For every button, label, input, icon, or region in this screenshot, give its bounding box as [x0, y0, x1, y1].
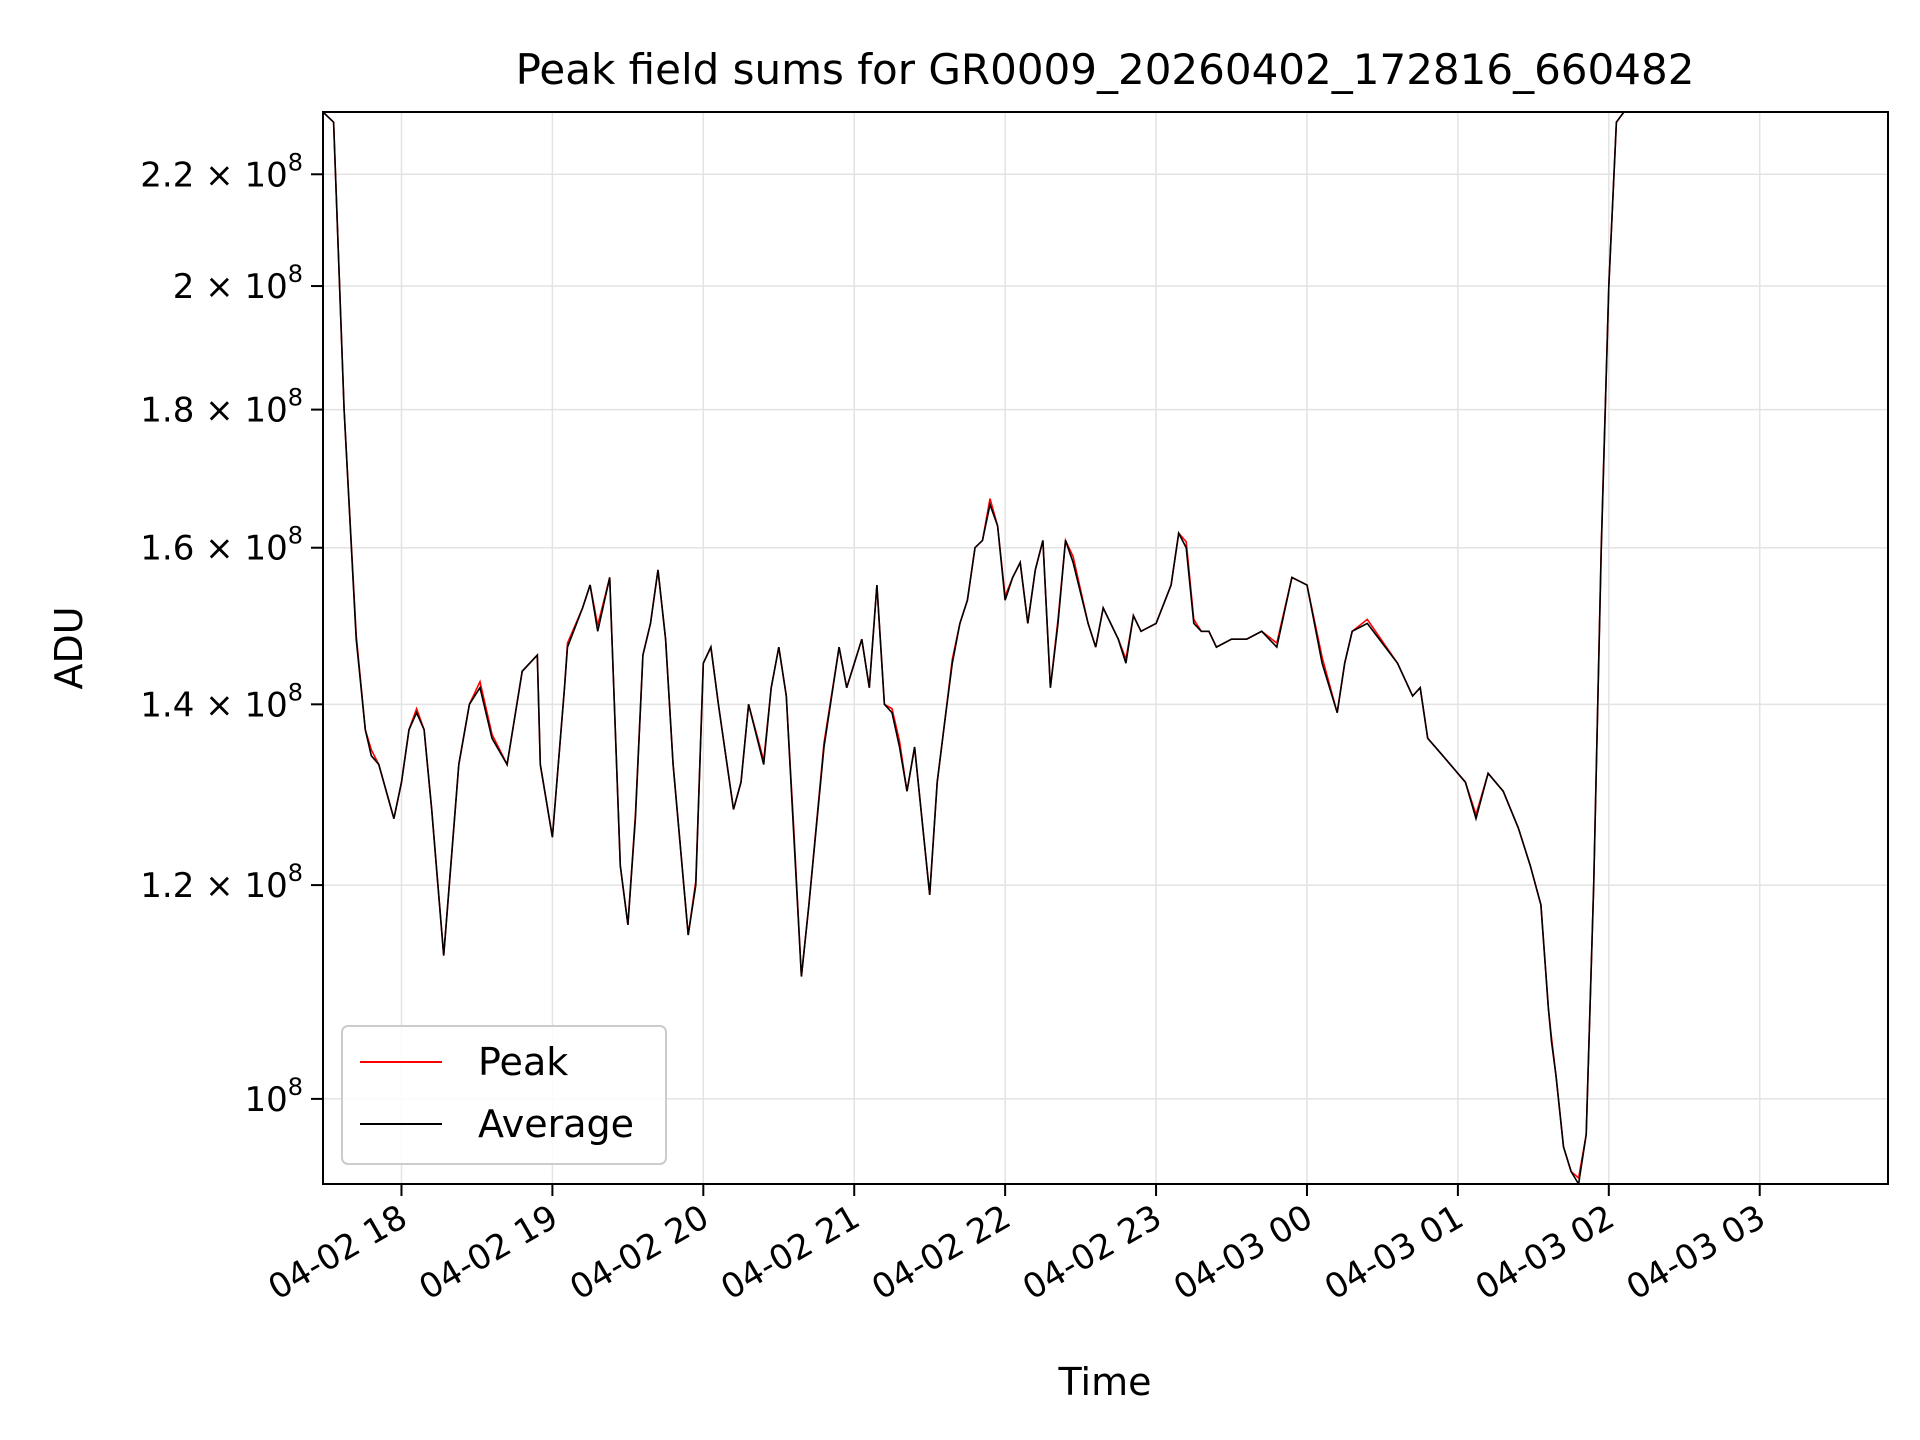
y-tick-label: 2 × 108	[173, 260, 303, 307]
y-tick-label: 1.2 × 108	[140, 859, 303, 906]
x-tick-label: 04-03 01	[1318, 1197, 1470, 1308]
x-tick-label: 04-02 23	[1016, 1197, 1168, 1308]
legend-peak-label: Peak	[478, 1040, 568, 1084]
y-axis-ticks: 108 1.2 × 108 1.4 × 108 1.6 × 108 1.8 × 108 2…	[140, 148, 323, 1120]
x-tick-label: 04-02 19	[412, 1197, 564, 1308]
series-lines	[323, 112, 1625, 1184]
x-tick-label: 04-02 21	[714, 1197, 866, 1308]
x-tick-label: 04-03 00	[1167, 1197, 1319, 1308]
legend-box	[341, 1025, 667, 1165]
legend: Peak Average	[341, 1025, 667, 1165]
x-tick-label: 04-02 22	[865, 1197, 1017, 1308]
y-tick-label: 1.6 × 108	[140, 522, 303, 569]
x-tick-label: 04-02 20	[563, 1197, 715, 1308]
x-tick-label: 04-03 02	[1469, 1197, 1621, 1308]
chart-title: Peak field sums for GR0009_20260402_1728…	[516, 45, 1695, 94]
y-tick-label: 1.8 × 108	[140, 384, 303, 431]
y-tick-label: 1.4 × 108	[140, 678, 303, 725]
plot-frame	[322, 111, 1889, 1185]
y-tick-label: 108	[244, 1073, 303, 1120]
x-axis-label: Time	[1058, 1360, 1152, 1404]
series-average-line	[323, 112, 1625, 1184]
x-tick-label: 04-03 03	[1620, 1197, 1772, 1308]
grid	[323, 112, 1888, 1184]
series-peak-line	[323, 112, 1625, 1180]
y-axis-label: ADU	[47, 606, 91, 689]
legend-average-label: Average	[478, 1102, 634, 1146]
y-tick-label: 2.2 × 108	[140, 148, 303, 195]
x-tick-label: 04-02 18	[262, 1197, 414, 1308]
